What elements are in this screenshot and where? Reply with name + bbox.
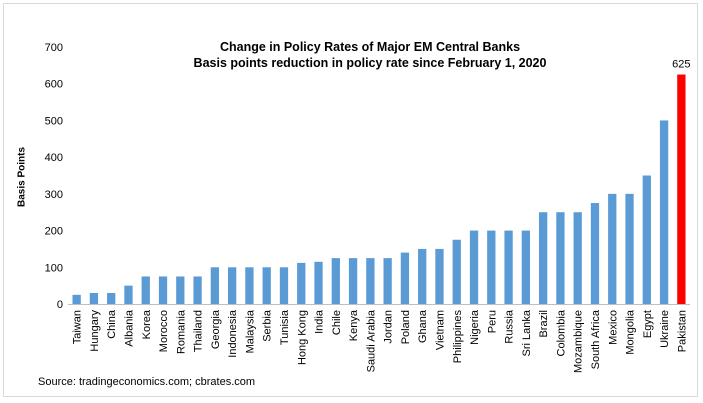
x-tick-label: Tunisia	[279, 309, 291, 345]
x-tick-label: Sri Lanka	[521, 309, 533, 356]
bar	[314, 261, 323, 304]
x-tick-label: Hungary	[89, 310, 101, 352]
bar	[366, 258, 375, 304]
bar	[608, 193, 617, 304]
x-tick-label: Georgia	[210, 309, 222, 349]
bar	[487, 230, 496, 304]
bar	[262, 267, 271, 304]
bar	[297, 262, 306, 304]
bar	[659, 120, 669, 304]
x-tick-label: Taiwan	[72, 310, 84, 344]
x-tick-label: Kenya	[348, 309, 360, 341]
bar	[124, 285, 133, 304]
bar	[72, 294, 81, 304]
source-note: Source: tradingeconomics.com; cbrates.co…	[38, 376, 256, 388]
bar	[331, 258, 340, 304]
x-tick-label: India	[314, 309, 326, 334]
y-tick-label: 600	[45, 79, 63, 91]
y-tick-label: 300	[45, 189, 63, 201]
bar	[383, 258, 392, 304]
x-tick-label: Albania	[123, 309, 135, 347]
x-tick-label: Brazil	[538, 310, 550, 338]
y-tick-label: 700	[45, 42, 63, 54]
bar	[89, 292, 99, 304]
x-tick-label: Poland	[400, 310, 412, 344]
bar	[504, 230, 513, 304]
x-tick-label: Mongolia	[625, 309, 637, 355]
bar	[521, 230, 531, 304]
x-tick-label: Ghana	[417, 309, 429, 343]
bar	[538, 212, 548, 304]
bar	[210, 267, 220, 304]
x-tick-label: Jordan	[383, 310, 395, 344]
bar	[642, 175, 651, 304]
bar	[107, 292, 116, 304]
x-tick-label: Colombia	[555, 309, 567, 356]
x-tick-label: Korea	[141, 309, 153, 339]
y-tick-label: 500	[45, 115, 63, 127]
bar	[435, 248, 444, 304]
bar	[469, 230, 479, 304]
bar	[452, 239, 461, 304]
chart-frame	[3, 3, 698, 397]
y-tick-label: 0	[57, 299, 63, 311]
x-tick-label: Pakistan	[676, 310, 688, 352]
x-tick-label: South Africa	[590, 309, 602, 369]
x-tick-label: Ukraine	[659, 310, 671, 348]
x-tick-label: Indonesia	[227, 309, 239, 358]
bar	[158, 276, 168, 304]
x-tick-label: Romania	[175, 309, 187, 354]
x-tick-label: Russia	[504, 309, 516, 344]
bar	[193, 276, 202, 304]
bar	[176, 276, 185, 304]
bar	[590, 203, 600, 304]
x-tick-label: Chile	[331, 310, 343, 335]
x-tick-label: China	[106, 309, 118, 339]
x-tick-label: Peru	[486, 310, 498, 333]
bar	[677, 74, 686, 305]
bar	[227, 267, 237, 304]
bar	[279, 267, 289, 304]
x-tick-label: Serbia	[262, 309, 274, 342]
data-label: 625	[672, 59, 690, 71]
x-tick-label: Philippines	[452, 310, 464, 364]
x-tick-label: Mexico	[607, 310, 619, 345]
y-tick-label: 100	[45, 262, 63, 274]
y-tick-label: 200	[45, 226, 63, 238]
x-tick-label: Vietnam	[434, 310, 446, 350]
x-tick-label: Saudi Arabia	[365, 309, 377, 372]
x-tick-label: Thailand	[193, 310, 205, 352]
x-tick-label: Nigeria	[469, 309, 481, 345]
x-tick-label: Mozambique	[573, 310, 585, 373]
bar	[400, 252, 410, 304]
x-tick-label: Morocco	[158, 310, 170, 352]
y-tick-label: 400	[45, 152, 63, 164]
x-tick-label: Hong Kong	[296, 310, 308, 365]
bar	[418, 248, 427, 304]
bar	[625, 193, 634, 304]
bar	[573, 212, 582, 304]
x-tick-label: Malaysia	[244, 309, 256, 353]
chart-title-line-2: Basis points reduction in policy rate si…	[193, 56, 547, 70]
bar	[348, 258, 358, 304]
bar	[245, 267, 254, 304]
bar	[556, 212, 565, 304]
bar	[141, 276, 150, 304]
chart-title-line-1: Change in Policy Rates of Major EM Centr…	[219, 40, 521, 54]
x-tick-label: Egypt	[642, 310, 654, 338]
